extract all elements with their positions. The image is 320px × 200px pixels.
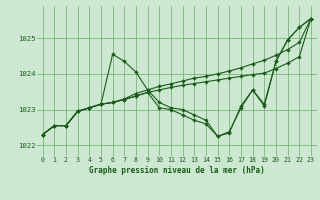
X-axis label: Graphe pression niveau de la mer (hPa): Graphe pression niveau de la mer (hPa)	[89, 166, 265, 175]
